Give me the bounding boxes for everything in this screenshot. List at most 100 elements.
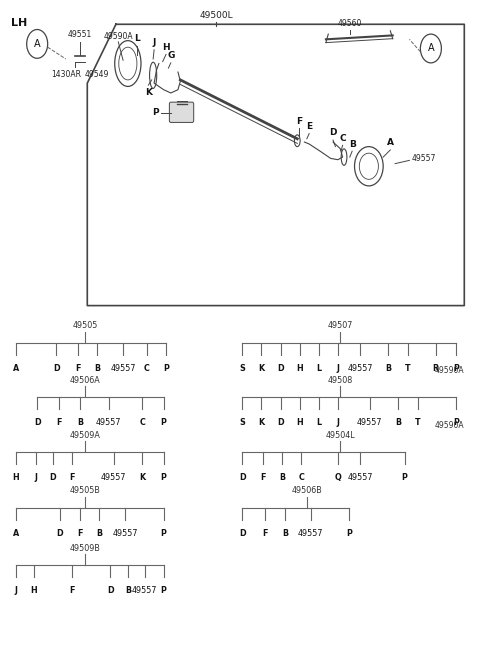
Text: C: C — [339, 134, 346, 143]
Text: K: K — [258, 418, 264, 427]
Text: B: B — [396, 418, 401, 427]
Text: K: K — [145, 88, 152, 97]
Text: D: D — [107, 586, 113, 595]
Text: 49506A: 49506A — [70, 376, 100, 385]
Text: J: J — [34, 473, 37, 482]
Text: B: B — [279, 473, 285, 482]
Text: A: A — [12, 529, 19, 537]
Text: 49509A: 49509A — [70, 431, 100, 440]
Text: 49500L: 49500L — [199, 11, 233, 20]
Text: D: D — [239, 529, 246, 537]
Text: S: S — [240, 364, 245, 373]
Text: S: S — [240, 418, 245, 427]
Text: P: P — [453, 364, 459, 373]
Text: 49557: 49557 — [412, 154, 436, 163]
Text: L: L — [316, 364, 321, 373]
Text: P: P — [161, 418, 167, 427]
Text: D: D — [239, 473, 246, 482]
Text: A: A — [34, 39, 40, 49]
Text: 49509B: 49509B — [70, 544, 100, 553]
Text: F: F — [77, 529, 83, 537]
Text: J: J — [336, 418, 339, 427]
Text: D: D — [53, 364, 60, 373]
Text: 49557: 49557 — [101, 473, 126, 482]
Text: 49504L: 49504L — [325, 431, 355, 440]
Text: D: D — [329, 129, 337, 137]
Text: 49506B: 49506B — [291, 486, 322, 495]
Text: P: P — [152, 108, 159, 117]
Text: B: B — [348, 139, 356, 148]
Text: 49590A: 49590A — [434, 420, 464, 430]
Text: 49508: 49508 — [327, 376, 353, 385]
Text: H: H — [162, 43, 170, 52]
Text: J: J — [14, 586, 17, 595]
Text: 49557: 49557 — [110, 364, 136, 373]
Text: 49557: 49557 — [357, 418, 383, 427]
Text: B: B — [96, 529, 102, 537]
Text: L: L — [316, 418, 321, 427]
Text: C: C — [298, 473, 304, 482]
Text: Q: Q — [335, 473, 341, 482]
Text: F: F — [75, 364, 81, 373]
Text: LH: LH — [11, 18, 27, 28]
Text: F: F — [260, 473, 265, 482]
Text: 49507: 49507 — [327, 321, 353, 330]
Text: L: L — [134, 34, 140, 43]
Text: D: D — [34, 418, 40, 427]
Text: A: A — [12, 364, 19, 373]
Text: P: P — [161, 473, 167, 482]
Text: F: F — [56, 418, 61, 427]
Text: P: P — [163, 364, 169, 373]
Text: D: D — [277, 418, 284, 427]
Text: F: F — [296, 117, 302, 125]
Text: B: B — [125, 586, 131, 595]
Text: H: H — [296, 418, 303, 427]
Text: T: T — [415, 418, 420, 427]
Text: C: C — [139, 418, 145, 427]
Text: B: B — [282, 529, 288, 537]
Text: K: K — [258, 364, 264, 373]
Text: J: J — [153, 38, 156, 47]
Text: 49549: 49549 — [85, 70, 109, 79]
FancyBboxPatch shape — [169, 102, 194, 122]
Text: P: P — [346, 529, 352, 537]
Text: F: F — [262, 529, 267, 537]
Text: 49557: 49557 — [96, 418, 121, 427]
Text: T: T — [405, 364, 411, 373]
Text: 49557: 49557 — [348, 364, 373, 373]
Text: 1430AR: 1430AR — [51, 70, 81, 79]
Text: R: R — [432, 364, 439, 373]
Text: A: A — [387, 138, 394, 147]
Text: H: H — [296, 364, 303, 373]
Text: P: P — [161, 529, 167, 537]
Text: D: D — [277, 364, 284, 373]
Text: P: P — [453, 418, 459, 427]
Text: 49557: 49557 — [348, 473, 373, 482]
Text: 49590A: 49590A — [434, 367, 464, 375]
Text: P: P — [161, 586, 167, 595]
Text: D: D — [49, 473, 56, 482]
Text: D: D — [56, 529, 63, 537]
Text: B: B — [94, 364, 100, 373]
Text: J: J — [336, 364, 339, 373]
Text: G: G — [167, 51, 175, 60]
Text: H: H — [30, 586, 37, 595]
Text: C: C — [144, 364, 150, 373]
Text: P: P — [402, 473, 408, 482]
Text: F: F — [69, 586, 75, 595]
Text: E: E — [306, 122, 312, 131]
Text: B: B — [77, 418, 83, 427]
Text: A: A — [428, 43, 434, 53]
Text: 49505: 49505 — [72, 321, 97, 330]
Text: 49560: 49560 — [337, 18, 362, 28]
Text: F: F — [69, 473, 75, 482]
Text: 49557: 49557 — [132, 586, 157, 595]
Text: B: B — [385, 364, 391, 373]
Text: 49505B: 49505B — [70, 486, 100, 495]
Text: H: H — [12, 473, 19, 482]
Text: K: K — [139, 473, 145, 482]
Text: 49590A: 49590A — [104, 32, 133, 41]
Text: 49551: 49551 — [68, 30, 92, 39]
Text: 49557: 49557 — [298, 529, 324, 537]
Text: 49557: 49557 — [113, 529, 138, 537]
